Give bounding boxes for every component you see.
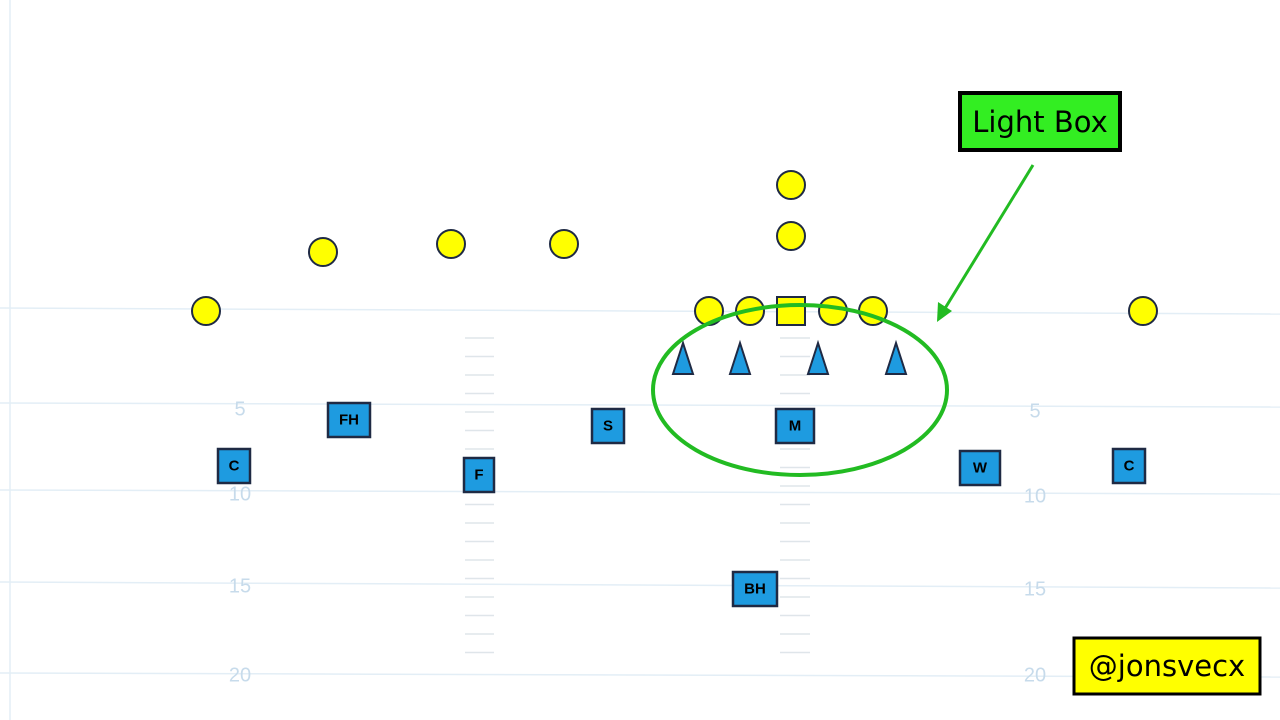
callout-label: Light Box <box>972 105 1108 139</box>
yard-number: 5 <box>234 398 245 420</box>
yard-number: 10 <box>1024 485 1046 507</box>
yard-line <box>0 402 1280 408</box>
box-ellipse <box>651 303 949 477</box>
defensive-lineman <box>671 339 695 375</box>
defender-label: FH <box>339 412 359 429</box>
offensive-player <box>191 296 221 326</box>
linemen <box>671 339 908 375</box>
yard-number: 20 <box>229 664 251 686</box>
defender <box>462 456 496 494</box>
defender <box>326 401 372 439</box>
callout: Light Box <box>937 91 1122 322</box>
arrow <box>942 164 1035 311</box>
watermark: @jonsvecx <box>1072 636 1262 696</box>
arrow-head <box>937 302 952 322</box>
watermark-box <box>1072 636 1262 696</box>
defender <box>1111 447 1147 485</box>
defense: FH S M C F W C BH <box>216 401 1147 608</box>
defender-label: S <box>603 418 613 435</box>
offensive-player <box>776 170 806 200</box>
defender <box>958 449 1002 487</box>
offense <box>191 170 1158 326</box>
defender <box>590 407 626 445</box>
offensive-player <box>308 237 338 267</box>
defender <box>216 447 252 485</box>
center <box>776 296 806 326</box>
defender <box>731 570 779 608</box>
callout-box <box>958 91 1122 152</box>
defender-label: F <box>474 467 483 484</box>
defensive-lineman <box>806 339 830 375</box>
defensive-lineman <box>728 339 752 375</box>
yard-line <box>0 489 1280 495</box>
yard-number: 15 <box>229 575 251 597</box>
offensive-player <box>1128 296 1158 326</box>
yard-number: 10 <box>229 483 251 505</box>
defender-label: M <box>789 418 802 435</box>
yard-line <box>0 581 1280 589</box>
offensive-player <box>776 221 806 251</box>
watermark-text: @jonsvecx <box>1089 649 1245 683</box>
offensive-player <box>549 229 579 259</box>
defensive-lineman <box>884 339 908 375</box>
offensive-player <box>818 296 848 326</box>
defender-label: C <box>229 458 240 475</box>
offensive-player <box>436 229 466 259</box>
defender <box>774 407 816 445</box>
yard-number: 20 <box>1024 664 1046 686</box>
defender-label: BH <box>744 581 766 598</box>
defender-label: C <box>1124 458 1135 475</box>
yard-number: 15 <box>1024 578 1046 600</box>
defender-label: W <box>973 460 988 477</box>
yard-line <box>0 672 1280 678</box>
yard-number: 5 <box>1029 400 1040 422</box>
